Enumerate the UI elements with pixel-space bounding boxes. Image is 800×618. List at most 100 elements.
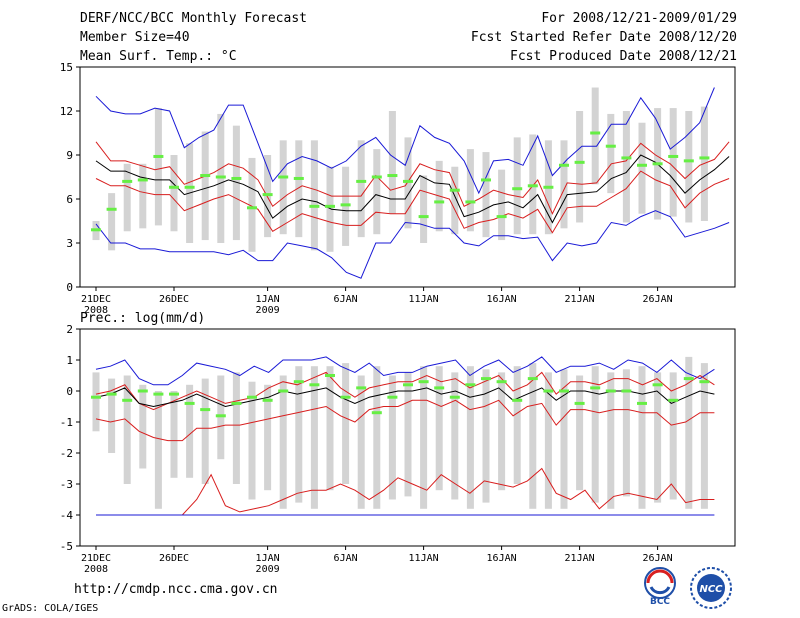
forecast-period: For 2008/12/21-2009/01/29 — [541, 11, 737, 26]
panel1-median-22 — [434, 200, 445, 204]
panel2-median-22 — [434, 386, 445, 390]
panel2-frame — [79, 328, 736, 547]
panel1-median-32 — [590, 131, 601, 135]
panel1-median-29 — [543, 185, 554, 189]
panel1-median-18 — [371, 175, 382, 179]
panel1-series-max — [95, 87, 715, 195]
panel1-median-0 — [91, 228, 101, 232]
panel2-median-31 — [574, 401, 585, 405]
panel1-box-3 — [139, 163, 147, 229]
panel2-median-8 — [215, 414, 226, 418]
panel1-ytick-label-5: 15 — [60, 61, 73, 74]
panel2-box-14 — [310, 366, 318, 509]
panel2-median-17 — [356, 386, 367, 390]
panel1-ytick-label-4: 12 — [60, 105, 73, 118]
panel2-median-19 — [387, 395, 398, 399]
panel2-box-10 — [248, 381, 256, 500]
panel1-box-17 — [357, 140, 365, 238]
panel2-median-38 — [683, 377, 694, 381]
panel2-box-5 — [170, 391, 178, 478]
panel2-box-27 — [513, 366, 521, 484]
panel2-box-32 — [591, 366, 599, 503]
panel1-median-3 — [137, 178, 148, 182]
panel2-ytick-label-3: -2 — [60, 447, 73, 460]
panel1-median-16 — [340, 203, 351, 207]
panel2-median-24 — [465, 383, 476, 387]
panel2-median-9 — [231, 401, 242, 405]
panel1-median-9 — [231, 176, 242, 180]
panel2-median-16 — [340, 395, 351, 399]
panel1-box-10 — [248, 157, 256, 252]
panel2-median-6 — [184, 401, 195, 405]
panel1-xtick-label-5: 16JAN — [487, 294, 517, 305]
panel1-year-label-0: 2008 — [84, 305, 108, 316]
panel2-median-1 — [106, 392, 117, 396]
panel2-xtick-label-3: 6JAN — [334, 553, 358, 564]
panel2-box-22 — [435, 366, 443, 491]
panel2-box-17 — [357, 375, 365, 509]
panel1-box-19 — [388, 111, 396, 214]
panel2-box-18 — [373, 366, 381, 509]
panel2-xtick-label-1: 26DEC — [159, 553, 189, 564]
panel1-median-8 — [215, 175, 226, 179]
panel1-median-5 — [169, 185, 179, 189]
chart-title: DERF/NCC/BCC Monthly Forecast — [80, 11, 307, 26]
panel2-xtick-label-2: 1JAN — [256, 553, 280, 564]
panel1-median-24 — [465, 200, 476, 204]
ncc-logo: NCC — [690, 567, 732, 609]
panel1-median-25 — [481, 178, 491, 182]
panel1-box-4 — [154, 108, 162, 226]
panel2-year-label-0: 2008 — [84, 564, 108, 575]
panel1-xtick-label-0: 21DEC — [81, 294, 111, 305]
panel1-median-31 — [574, 160, 585, 164]
panel1-year-label-1: 2009 — [256, 305, 280, 316]
panel2-box-38 — [685, 356, 693, 509]
panel1-median-27 — [512, 187, 523, 191]
panel1-median-13 — [293, 176, 304, 180]
source-url[interactable]: http://cmdp.ncc.cma.gov.cn — [74, 582, 278, 597]
panel1-ytick-label-2: 6 — [66, 193, 73, 206]
panel1-xtick-label-6: 21JAN — [565, 294, 595, 305]
panel2-box-3 — [139, 384, 147, 469]
panel1-ytick-label-1: 3 — [66, 237, 73, 250]
panel2-median-33 — [605, 389, 616, 393]
panel2-median-27 — [512, 398, 523, 402]
panel2-median-3 — [137, 389, 148, 393]
panel1-box-35 — [638, 122, 646, 214]
panel2-box-23 — [451, 372, 459, 500]
panel2-box-30 — [560, 369, 568, 509]
panel2-median-13 — [293, 380, 304, 384]
bcc-logo: BCC — [644, 567, 676, 606]
panel2-median-37 — [668, 398, 679, 402]
panel2-xtick-label-6: 21JAN — [565, 553, 595, 564]
panel2-median-26 — [496, 380, 507, 384]
panel2-median-20 — [403, 383, 413, 387]
panel2-median-39 — [699, 380, 710, 384]
panel1-median-36 — [652, 162, 663, 166]
variable-label: Mean Surf. Temp.: °C — [80, 49, 237, 64]
panel1-median-12 — [278, 175, 289, 179]
member-size: Member Size=40 — [80, 30, 190, 45]
panel1-box-38 — [685, 111, 693, 223]
panel1-box-26 — [498, 169, 506, 241]
panel2-median-29 — [543, 389, 554, 393]
panel1-box-2 — [123, 163, 131, 232]
panel1-box-23 — [451, 166, 459, 235]
panel2-ytick-label-6: 1 — [66, 354, 73, 367]
panel2-median-36 — [652, 383, 663, 387]
panel1-median-4 — [153, 154, 164, 158]
panel1-box-15 — [326, 166, 334, 252]
panel2-box-8 — [217, 375, 225, 460]
panel1-median-23 — [449, 188, 460, 192]
ncc-logo-text: NCC — [699, 584, 723, 595]
panel1-xtick-label-4: 11JAN — [409, 294, 439, 305]
panel2-year-label-1: 2009 — [256, 564, 280, 575]
panel2-median-4 — [153, 392, 164, 396]
panel1-xtick-label-2: 1JAN — [256, 294, 280, 305]
panel1-ytick-label-3: 9 — [66, 149, 73, 162]
panel2-xtick-label-5: 16JAN — [487, 553, 517, 564]
panel2-xtick-label-7: 26JAN — [643, 553, 673, 564]
panel2-median-28 — [527, 377, 538, 381]
header-right: For 2008/12/21-2009/01/29 Fcst Started R… — [471, 10, 737, 67]
